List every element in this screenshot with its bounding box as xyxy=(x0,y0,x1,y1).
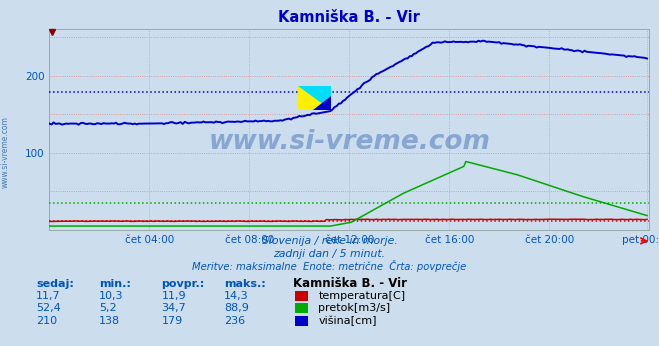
Text: 236: 236 xyxy=(224,316,245,326)
Polygon shape xyxy=(313,97,331,110)
Text: www.si-vreme.com: www.si-vreme.com xyxy=(208,129,490,155)
Text: min.:: min.: xyxy=(99,279,130,289)
Text: 14,3: 14,3 xyxy=(224,291,248,301)
Text: Kamniška B. - Vir: Kamniška B. - Vir xyxy=(293,277,407,290)
Text: 138: 138 xyxy=(99,316,120,326)
Polygon shape xyxy=(299,85,331,110)
Text: 210: 210 xyxy=(36,316,57,326)
Text: temperatura[C]: temperatura[C] xyxy=(318,291,405,301)
Text: 179: 179 xyxy=(161,316,183,326)
Text: pretok[m3/s]: pretok[m3/s] xyxy=(318,303,390,313)
Text: 11,9: 11,9 xyxy=(161,291,186,301)
Text: Meritve: maksimalne  Enote: metrične  Črta: povprečje: Meritve: maksimalne Enote: metrične Črta… xyxy=(192,260,467,272)
Text: maks.:: maks.: xyxy=(224,279,266,289)
FancyBboxPatch shape xyxy=(299,85,331,110)
Text: 88,9: 88,9 xyxy=(224,303,249,313)
Text: zadnji dan / 5 minut.: zadnji dan / 5 minut. xyxy=(273,249,386,259)
Text: 5,2: 5,2 xyxy=(99,303,117,313)
Text: 34,7: 34,7 xyxy=(161,303,186,313)
Text: povpr.:: povpr.: xyxy=(161,279,205,289)
Text: 11,7: 11,7 xyxy=(36,291,61,301)
Text: www.si-vreme.com: www.si-vreme.com xyxy=(1,116,10,188)
Title: Kamniška B. - Vir: Kamniška B. - Vir xyxy=(278,10,420,26)
Text: Slovenija / reke in morje.: Slovenija / reke in morje. xyxy=(262,236,397,246)
Text: višina[cm]: višina[cm] xyxy=(318,316,377,326)
Text: 52,4: 52,4 xyxy=(36,303,61,313)
Text: 10,3: 10,3 xyxy=(99,291,123,301)
Text: sedaj:: sedaj: xyxy=(36,279,74,289)
